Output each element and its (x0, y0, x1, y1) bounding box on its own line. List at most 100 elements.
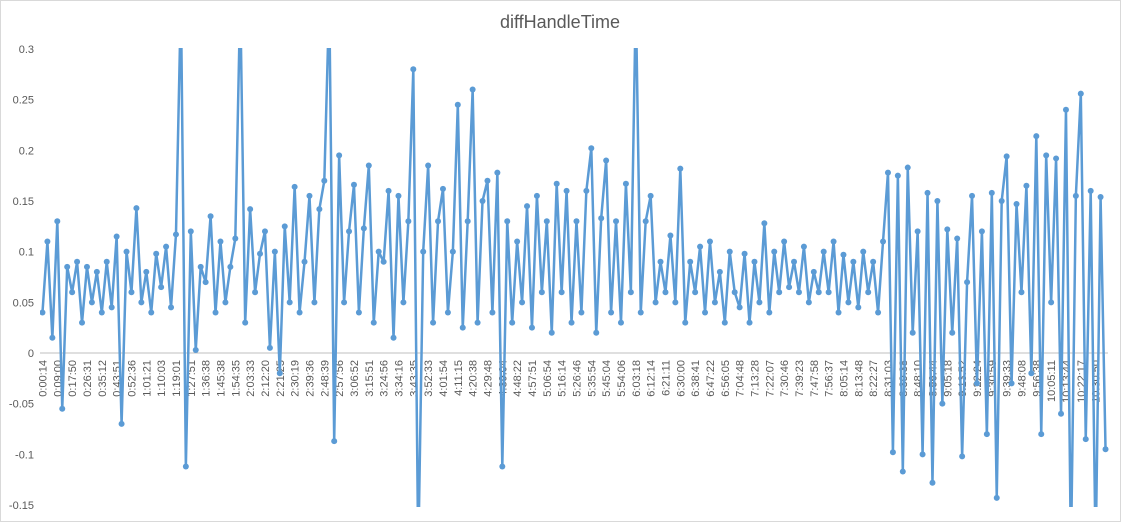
point-marker (583, 187, 590, 194)
point-marker (380, 258, 387, 265)
point-marker (252, 289, 259, 296)
x-tick-label: 7:22:07 (764, 360, 776, 397)
point-marker (880, 238, 887, 245)
point-marker (791, 258, 798, 265)
point-marker (875, 309, 882, 316)
point-marker (904, 164, 911, 171)
point-marker (988, 189, 995, 196)
point-marker (281, 223, 288, 230)
point-marker (800, 243, 807, 250)
point-marker (598, 215, 605, 222)
point-marker (479, 198, 486, 204)
point-marker (899, 468, 906, 475)
point-marker (168, 304, 175, 311)
x-tick-label: 4:01:54 (438, 360, 450, 397)
point-marker (1043, 152, 1050, 159)
x-tick-label: 4:11:15 (453, 360, 465, 396)
point-marker (232, 235, 239, 242)
point-marker (449, 248, 456, 255)
point-marker (964, 279, 971, 286)
point-marker (845, 299, 852, 306)
point-marker (133, 205, 140, 212)
point-marker (341, 299, 348, 306)
point-marker (400, 299, 407, 306)
plot-area (40, 48, 1109, 507)
x-tick-label: 3:15:51 (364, 360, 376, 397)
point-marker (810, 268, 817, 275)
x-tick-label: 2:30:19 (290, 360, 302, 397)
point-marker (439, 185, 446, 192)
y-tick-label: 0.15 (13, 196, 34, 208)
x-tick-label: 0:52:36 (126, 360, 138, 397)
x-tick-label: 8:13:48 (853, 360, 865, 397)
point-marker (736, 304, 743, 311)
point-marker (138, 299, 145, 306)
point-marker (286, 299, 293, 306)
point-marker (59, 405, 66, 412)
point-marker (657, 258, 664, 265)
point-marker (860, 248, 867, 255)
point-marker (1102, 446, 1109, 453)
point-marker (494, 169, 501, 176)
point-marker (1053, 155, 1060, 162)
x-tick-label: 9:48:08 (1016, 360, 1028, 397)
point-marker (771, 248, 778, 255)
point-marker (731, 289, 738, 296)
point-marker (40, 309, 46, 316)
x-tick-label: 5:26:46 (571, 360, 583, 397)
point-marker (355, 309, 362, 316)
x-tick-label: 6:21:11 (660, 360, 672, 396)
x-tick-label: 1:19:01 (171, 360, 183, 397)
x-tick-label: 5:35:54 (586, 360, 598, 397)
point-marker (786, 284, 793, 291)
y-tick-label: -0.05 (9, 399, 34, 411)
x-tick-label: 7:39:23 (794, 360, 806, 397)
point-marker (469, 86, 476, 93)
point-marker (830, 238, 837, 245)
point-marker (573, 218, 580, 225)
point-marker (64, 263, 71, 270)
point-marker (306, 192, 313, 199)
point-marker (726, 248, 733, 255)
x-tick-label: 3:06:52 (349, 360, 361, 397)
point-marker (741, 250, 748, 257)
point-marker (93, 268, 100, 275)
x-tick-label: 10:05:11 (1046, 360, 1058, 402)
point-marker (563, 187, 570, 194)
point-marker (909, 329, 916, 336)
point-marker (202, 279, 209, 286)
x-tick-label: 1:45:38 (215, 360, 227, 397)
point-marker (622, 180, 629, 187)
point-marker (593, 329, 600, 336)
point-marker (553, 180, 560, 187)
point-marker (761, 220, 768, 227)
x-tick-label: 3:24:56 (379, 360, 391, 397)
point-marker (519, 299, 526, 306)
point-marker (850, 258, 857, 265)
point-marker (1077, 90, 1084, 97)
y-tick-label: 0.3 (19, 44, 34, 56)
x-tick-label: 7:30:46 (779, 360, 791, 397)
x-tick-label: 0:00:14 (37, 360, 49, 397)
point-marker (444, 309, 451, 316)
point-marker (1038, 431, 1045, 438)
point-marker (79, 319, 86, 326)
point-marker (647, 192, 654, 199)
point-marker (687, 258, 694, 265)
point-marker (247, 206, 254, 213)
point-marker (331, 438, 338, 445)
point-marker (365, 162, 372, 169)
point-marker (301, 258, 308, 265)
point-marker (118, 420, 125, 427)
point-marker (954, 235, 961, 242)
x-tick-label: 0:26:31 (82, 360, 94, 397)
x-tick-label: 2:03:33 (245, 360, 257, 397)
x-tick-label: 4:48:22 (512, 360, 524, 397)
point-marker (54, 218, 61, 225)
x-tick-label: 1:01:21 (141, 360, 153, 397)
point-marker (128, 289, 135, 296)
x-tick-label: 5:54:06 (616, 360, 628, 397)
x-tick-label: 1:10:03 (156, 360, 168, 397)
point-marker (430, 319, 437, 326)
x-tick-label: 0:35:12 (97, 360, 109, 397)
